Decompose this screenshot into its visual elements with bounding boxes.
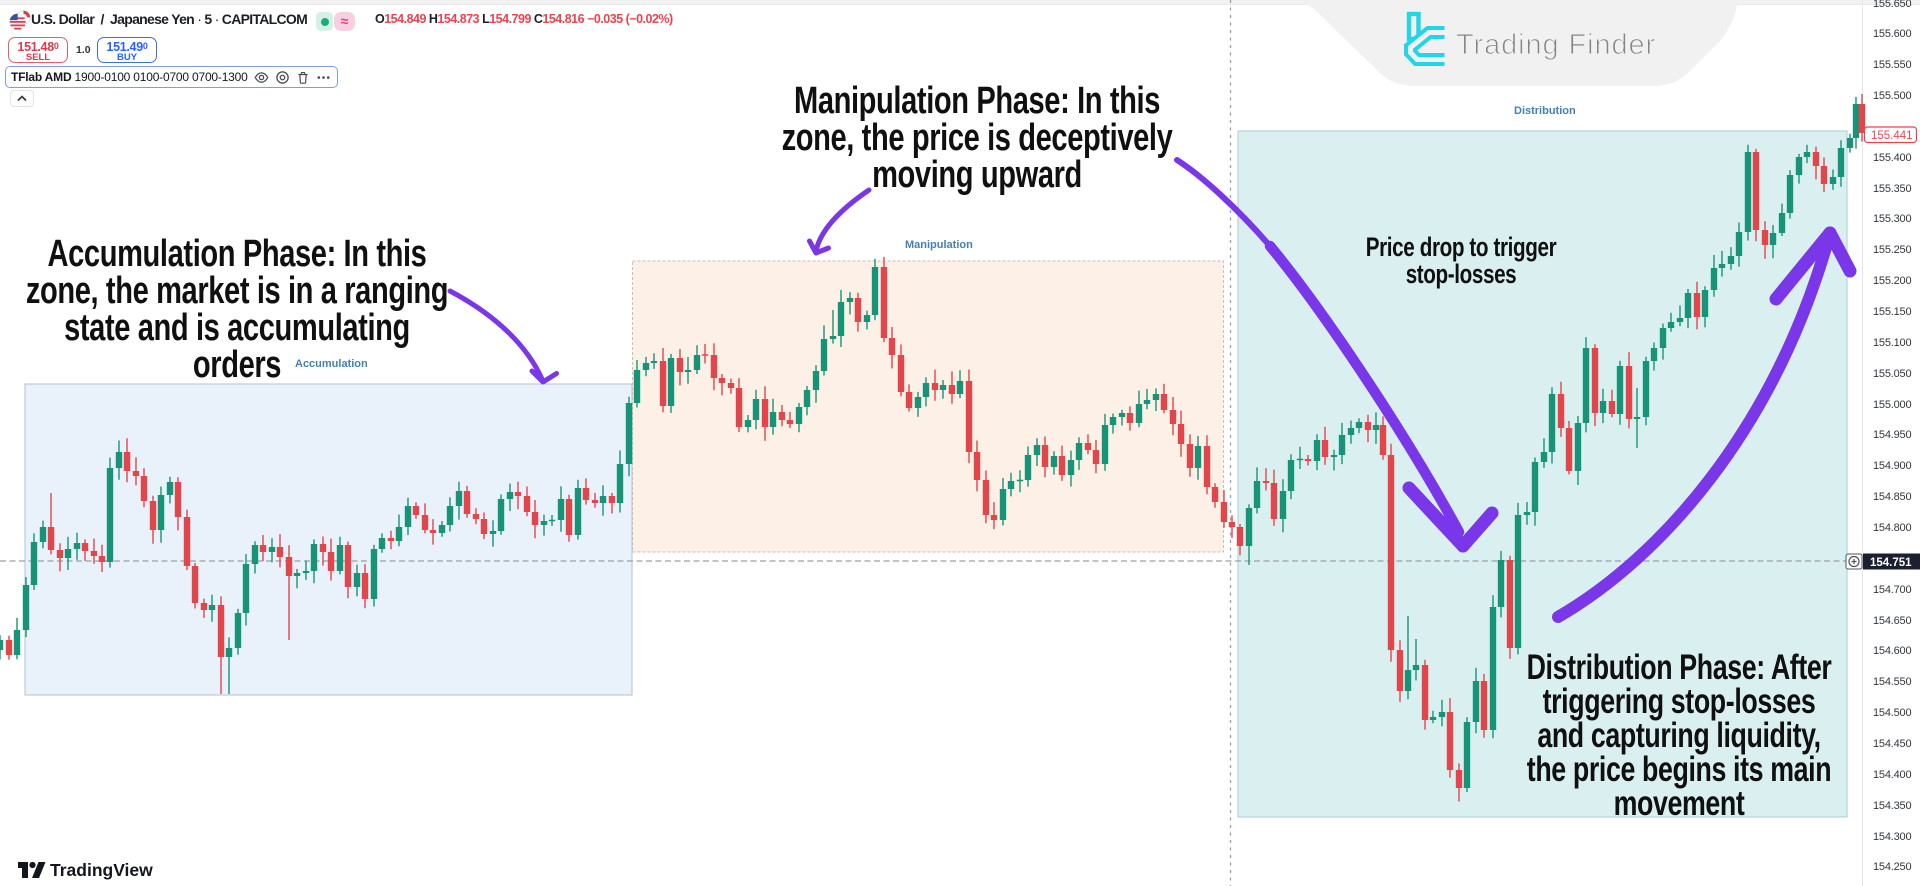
svg-text:Trading Finder: Trading Finder (1456, 29, 1656, 61)
svg-text:155.441: 155.441 (1871, 130, 1913, 142)
svg-text:TradingView: TradingView (50, 860, 153, 880)
svg-text:154.751: 154.751 (1870, 557, 1912, 569)
